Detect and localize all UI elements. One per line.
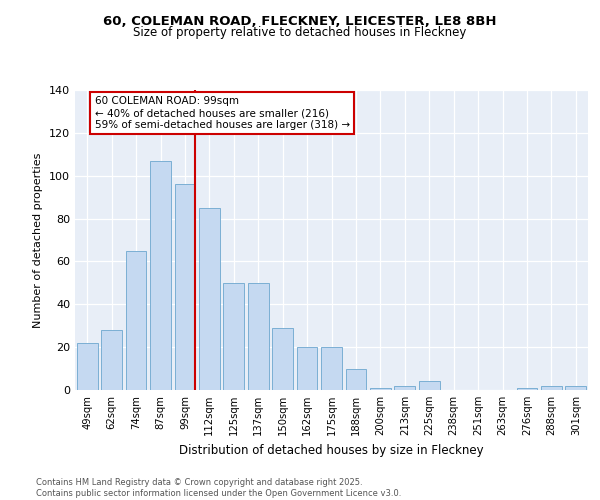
Bar bbox=[125, 250, 146, 390]
Bar bbox=[223, 283, 244, 390]
Bar bbox=[565, 386, 586, 390]
Bar bbox=[541, 386, 562, 390]
Bar bbox=[248, 283, 269, 390]
Bar bbox=[517, 388, 538, 390]
Y-axis label: Number of detached properties: Number of detached properties bbox=[34, 152, 43, 328]
Bar bbox=[199, 208, 220, 390]
Bar bbox=[346, 368, 367, 390]
Text: 60, COLEMAN ROAD, FLECKNEY, LEICESTER, LE8 8BH: 60, COLEMAN ROAD, FLECKNEY, LEICESTER, L… bbox=[103, 15, 497, 28]
Bar bbox=[150, 160, 171, 390]
X-axis label: Distribution of detached houses by size in Fleckney: Distribution of detached houses by size … bbox=[179, 444, 484, 456]
Bar bbox=[419, 382, 440, 390]
Bar bbox=[296, 347, 317, 390]
Bar bbox=[77, 343, 98, 390]
Bar bbox=[272, 328, 293, 390]
Text: Size of property relative to detached houses in Fleckney: Size of property relative to detached ho… bbox=[133, 26, 467, 39]
Bar bbox=[175, 184, 196, 390]
Text: Contains HM Land Registry data © Crown copyright and database right 2025.
Contai: Contains HM Land Registry data © Crown c… bbox=[36, 478, 401, 498]
Bar bbox=[394, 386, 415, 390]
Text: 60 COLEMAN ROAD: 99sqm
← 40% of detached houses are smaller (216)
59% of semi-de: 60 COLEMAN ROAD: 99sqm ← 40% of detached… bbox=[95, 96, 350, 130]
Bar bbox=[321, 347, 342, 390]
Bar bbox=[370, 388, 391, 390]
Bar bbox=[101, 330, 122, 390]
